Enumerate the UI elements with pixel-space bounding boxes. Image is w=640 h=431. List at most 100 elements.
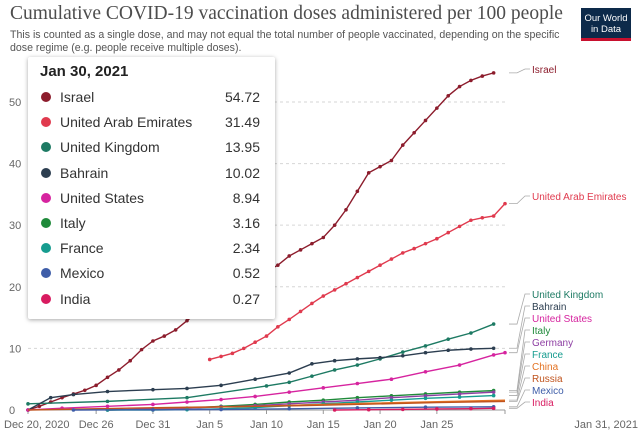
data-point (503, 201, 507, 206)
data-point (105, 399, 110, 404)
tooltip-country: Mexico (60, 265, 105, 282)
data-point (366, 407, 371, 412)
tooltip-row: Italy 3.16 (38, 213, 268, 235)
data-point (491, 322, 496, 326)
data-point (26, 402, 30, 406)
end-label: France (532, 350, 564, 361)
x-tick-label: Jan 20 (364, 419, 397, 431)
series-color-dot (41, 142, 51, 153)
tooltip-country: Italy (60, 215, 86, 231)
x-tick-label: Dec 31 (135, 419, 170, 431)
data-point (105, 375, 110, 380)
tooltip-row: Mexico 0.52 (38, 263, 268, 285)
data-point (446, 94, 451, 98)
label-connector (509, 401, 530, 409)
data-point (412, 246, 416, 251)
data-point (446, 230, 451, 235)
data-point (185, 318, 189, 323)
data-point (253, 340, 257, 345)
data-point (332, 358, 337, 363)
data-point (287, 254, 292, 258)
data-point (321, 235, 326, 240)
tooltip-value: 8.94 (232, 189, 260, 206)
tooltip-value: 10.02 (224, 164, 260, 181)
data-point (71, 408, 76, 412)
data-point (503, 350, 507, 355)
x-axis-ticks: Dec 20, 2020 Dec 26 Dec 31 Jan 5 Jan 10 Jan 1… (4, 410, 638, 431)
chart-title: Cumulative COVID-19 vaccination doses ad… (10, 3, 563, 24)
data-point (219, 354, 223, 359)
tooltip-row: United Kingdom 13.95 (38, 137, 268, 159)
owid-logo[interactable]: Our World in Data (581, 8, 631, 41)
y-tick-label: 20 (9, 282, 21, 294)
data-point (276, 263, 280, 268)
series-line-russia (27, 400, 506, 411)
data-point (264, 384, 269, 388)
data-point (389, 158, 394, 163)
tooltip-value: 31.49 (224, 114, 260, 131)
tooltip-country: United States (60, 189, 145, 206)
data-point (457, 392, 462, 396)
data-point (332, 368, 337, 372)
series-line-india (334, 407, 494, 411)
tooltip-country: France (60, 240, 104, 257)
data-point (219, 383, 223, 388)
label-connector (509, 317, 530, 354)
end-label: China (532, 362, 559, 373)
data-point (491, 406, 496, 411)
y-tick-label: 50 (9, 97, 21, 109)
data-point (355, 406, 360, 410)
data-point (389, 398, 394, 402)
end-label: Germany (532, 338, 573, 349)
x-tick-label: Jan 31, 2021 (574, 419, 638, 431)
data-point (423, 344, 428, 348)
data-point (37, 404, 42, 409)
data-point (423, 241, 428, 246)
tooltip-row: Israel 54.72 (38, 87, 268, 109)
data-point (491, 71, 496, 75)
label-connector (509, 195, 530, 205)
data-point (355, 275, 360, 280)
tooltip-country: Israel (60, 89, 95, 105)
end-labels: Israel United Arab Emirates United Kingdom… (509, 65, 627, 409)
tooltip-row: Bahrain 10.02 (38, 163, 268, 185)
label-connector (509, 353, 530, 396)
data-point (423, 405, 428, 410)
series-line-united-kingdom (27, 323, 494, 405)
data-point (435, 106, 439, 110)
data-point (355, 357, 360, 361)
data-point (310, 361, 314, 366)
hover-tooltip: Jan 30, 2021 Israel 54.72 United Arab Emir… (28, 57, 275, 319)
data-point (173, 328, 178, 332)
data-point (287, 317, 292, 322)
data-point (162, 334, 167, 338)
data-point (185, 400, 189, 404)
tooltip-value: 3.16 (232, 215, 260, 231)
data-point (105, 404, 110, 409)
tooltip-value: 2.34 (232, 240, 260, 257)
end-label: India (532, 398, 554, 409)
data-point (469, 78, 473, 83)
end-label: Bahrain (532, 302, 566, 313)
y-tick-label: 30 (9, 220, 21, 232)
data-point (355, 189, 360, 194)
data-point (469, 331, 473, 335)
data-point (253, 394, 257, 399)
label-connector (509, 68, 530, 74)
series-color-dot (41, 192, 51, 203)
data-point (48, 395, 53, 400)
data-point (469, 406, 473, 411)
end-label: Mexico (532, 386, 564, 397)
label-connector (509, 389, 530, 408)
tooltip-row: France 2.34 (38, 238, 268, 260)
data-point (310, 374, 314, 378)
data-point (389, 395, 394, 400)
data-point (219, 397, 223, 402)
x-tick-label: Dec 20, 2020 (4, 419, 69, 431)
data-point (298, 248, 303, 252)
y-tick-label: 0 (9, 405, 15, 417)
x-tick-label: Jan 5 (196, 419, 223, 431)
data-point (378, 263, 382, 268)
data-point (185, 395, 189, 400)
